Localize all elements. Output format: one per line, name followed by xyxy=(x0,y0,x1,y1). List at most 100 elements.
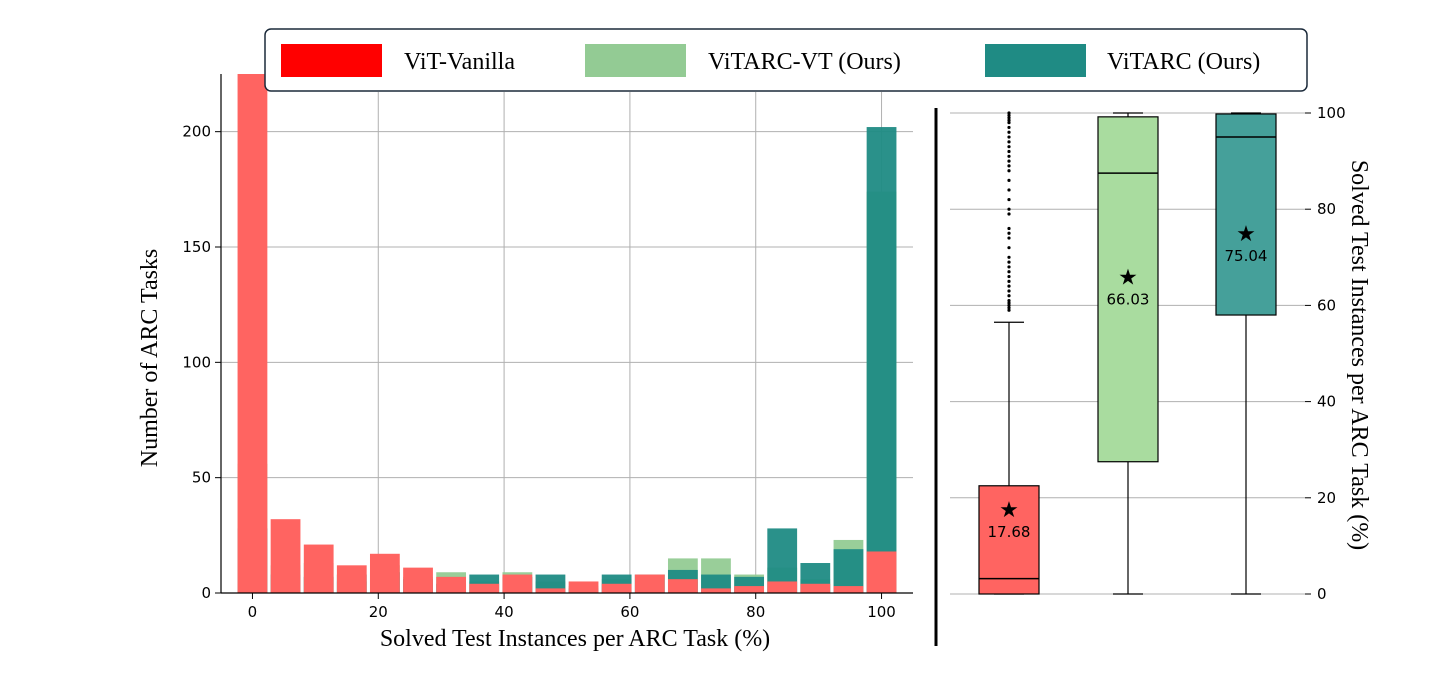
histogram-axes: 0 20 40 60 80 100 0 50 100 150 200 xyxy=(182,74,913,621)
histogram-x-tick-label: 80 xyxy=(746,603,765,621)
histogram-bar-vit-vanilla xyxy=(634,574,665,593)
histogram-bar-vit-vanilla xyxy=(270,519,301,593)
box-outlier-vit-vanilla xyxy=(1007,130,1011,134)
box-outlier-vit-vanilla xyxy=(1007,197,1011,202)
box-outlier-vit-vanilla xyxy=(1007,294,1011,298)
box-vitarc-ours xyxy=(1215,113,1277,316)
boxplot-y-tick-label: 0 xyxy=(1317,585,1327,603)
histogram-bar-vitarc-ours xyxy=(866,127,897,593)
histogram-y-tick-label: 0 xyxy=(201,584,211,602)
boxplots: ★17.68★66.03★75.04 xyxy=(978,111,1277,595)
histogram-bar-vit-vanilla xyxy=(369,553,400,593)
histogram-bar-vit-vanilla xyxy=(667,579,698,593)
box-outlier-vit-vanilla xyxy=(1007,255,1011,259)
box-outlier-vit-vanilla xyxy=(1007,125,1011,130)
histogram-bar-vit-vanilla xyxy=(866,551,897,593)
box-outlier-vit-vanilla xyxy=(1007,274,1011,279)
histogram-bar-vit-vanilla xyxy=(237,74,268,593)
box-outlier-vit-vanilla xyxy=(1007,111,1011,115)
box-outlier-vit-vanilla xyxy=(1007,226,1011,231)
histogram-bar-vit-vanilla xyxy=(800,583,831,593)
histogram-bar-vit-vanilla xyxy=(403,567,433,593)
box-outlier-vit-vanilla xyxy=(1007,207,1011,211)
box-outlier-vit-vanilla xyxy=(1007,154,1011,158)
histogram-x-tick-label: 60 xyxy=(620,603,639,621)
histogram-bar-vit-vanilla xyxy=(469,583,500,593)
box-outlier-vit-vanilla xyxy=(1007,113,1011,118)
boxplot-y-tick-label: 100 xyxy=(1317,104,1346,122)
box-vit-vanilla xyxy=(978,485,1040,595)
box-outlier-vit-vanilla xyxy=(1007,212,1011,216)
histogram-bar-vit-vanilla xyxy=(601,583,632,593)
histogram-bar-vit-vanilla xyxy=(436,576,467,593)
histogram-x-tick-label: 40 xyxy=(495,603,514,621)
box-mean-star-vitarc-ours: ★ xyxy=(1236,222,1256,247)
histogram-bar-vit-vanilla xyxy=(568,581,599,593)
box-outlier-vit-vanilla xyxy=(1007,246,1011,250)
legend-swatch-vit-vanilla xyxy=(281,44,382,77)
histogram-bar-vit-vanilla xyxy=(303,544,334,593)
histogram-y-tick-label: 150 xyxy=(182,238,211,256)
histogram-grid xyxy=(221,92,913,593)
box-outlier-vit-vanilla xyxy=(1007,121,1011,125)
box-outlier-vit-vanilla xyxy=(1007,178,1011,182)
histogram-bar-vit-vanilla xyxy=(535,588,566,593)
box-outlier-vit-vanilla xyxy=(1007,308,1011,312)
histogram-bar-vit-vanilla xyxy=(701,588,731,593)
boxplot-y-axis-label: Solved Test Instances per ARC Task (%) xyxy=(1346,160,1372,550)
box-mean-star-vit-vanilla: ★ xyxy=(999,498,1019,523)
box-vitarc-vt-ours xyxy=(1097,116,1159,463)
histogram-bar-vit-vanilla xyxy=(833,586,864,593)
box-outlier-vit-vanilla xyxy=(1007,145,1011,149)
legend-swatch-vitarc xyxy=(985,44,1086,77)
box-outlier-vit-vanilla xyxy=(1007,265,1011,269)
histogram-y-tick-label: 200 xyxy=(182,123,211,141)
histogram-bar-vit-vanilla xyxy=(767,581,798,593)
histogram-y-axis-label: Number of ARC Tasks xyxy=(137,249,163,468)
histogram-x-tick-label: 0 xyxy=(248,603,258,621)
box-outlier-vit-vanilla xyxy=(1007,188,1011,192)
box-outlier-vit-vanilla xyxy=(1007,116,1011,120)
box-outlier-vit-vanilla xyxy=(1007,135,1011,139)
box-outlier-vit-vanilla xyxy=(1007,169,1011,173)
histogram-y-tick-label: 50 xyxy=(192,469,211,487)
box-mean-label-vitarc-vt-ours: 66.03 xyxy=(1107,290,1150,308)
histogram-bar-vit-vanilla xyxy=(502,574,533,593)
box-outlier-vit-vanilla xyxy=(1007,306,1011,310)
box-outlier-vit-vanilla xyxy=(1007,270,1011,274)
histogram-y-tick-label: 100 xyxy=(182,353,211,371)
box-outlier-vit-vanilla xyxy=(1007,284,1011,288)
box-mean-label-vitarc-ours: 75.04 xyxy=(1225,247,1268,265)
box-outlier-vit-vanilla xyxy=(1007,279,1011,283)
box-outlier-vit-vanilla xyxy=(1007,303,1011,307)
histogram-bars xyxy=(237,74,897,593)
histogram-bar-vit-vanilla xyxy=(734,586,765,593)
box-outlier-vit-vanilla xyxy=(1007,159,1011,163)
histogram-bar-vitarc-ours xyxy=(833,549,864,593)
legend: ViT-Vanilla ViTARC-VT (Ours) ViTARC (Our… xyxy=(264,28,1308,92)
legend-label-vit-vanilla: ViT-Vanilla xyxy=(404,49,515,75)
histogram-bar-vit-vanilla xyxy=(336,565,367,593)
box-outlier-vit-vanilla xyxy=(1007,149,1011,154)
box-mean-star-vitarc-vt-ours: ★ xyxy=(1118,265,1138,290)
box-outlier-vit-vanilla xyxy=(1007,301,1011,305)
boxplot-y-tick-label: 80 xyxy=(1317,200,1336,218)
box-outlier-vit-vanilla xyxy=(1007,298,1011,303)
box-outlier-vit-vanilla xyxy=(1007,164,1011,168)
boxplot-y-tick-label: 20 xyxy=(1317,489,1336,507)
histogram-x-tick-label: 100 xyxy=(867,603,896,621)
legend-label-vitarc-vt: ViTARC-VT (Ours) xyxy=(708,49,901,75)
box-mean-label-vit-vanilla: 17.68 xyxy=(988,523,1031,541)
legend-swatch-vitarc-vt xyxy=(585,44,686,77)
histogram-x-axis-label: Solved Test Instances per ARC Task (%) xyxy=(380,626,770,652)
box-outlier-vit-vanilla xyxy=(1007,289,1011,293)
box-outlier-vit-vanilla xyxy=(1007,260,1011,264)
legend-label-vitarc: ViTARC (Ours) xyxy=(1107,49,1260,75)
boxplot-y-tick-label: 60 xyxy=(1317,296,1336,314)
box-outlier-vit-vanilla xyxy=(1007,140,1011,144)
box-outlier-vit-vanilla xyxy=(1007,231,1011,235)
histogram-x-tick-label: 20 xyxy=(369,603,388,621)
box-outlier-vit-vanilla xyxy=(1007,118,1011,122)
boxplot-axes: 0 20 40 60 80 100 xyxy=(1305,104,1346,603)
